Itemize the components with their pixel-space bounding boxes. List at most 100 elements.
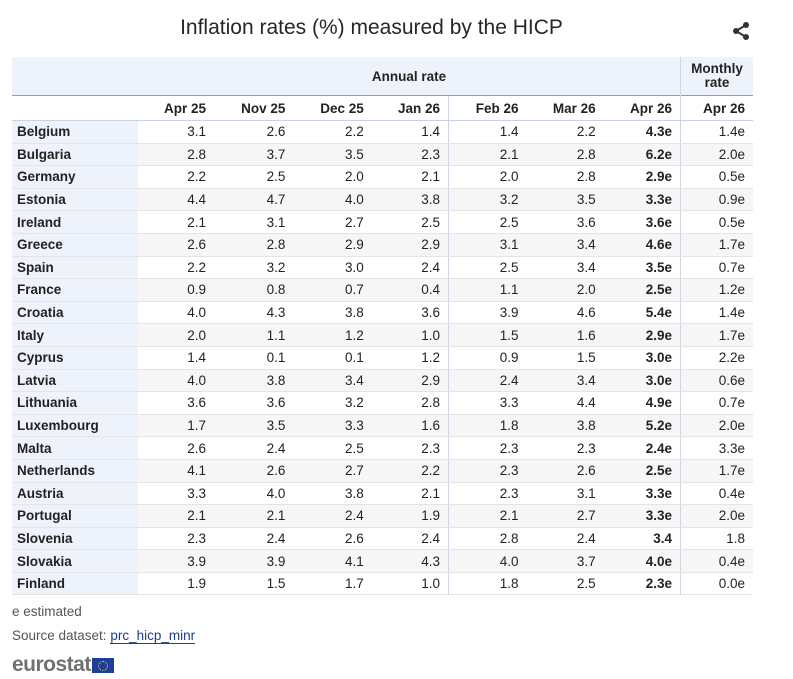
value-cell: 2.3: [526, 436, 604, 460]
value-cell: 1.4e: [680, 120, 753, 144]
value-cell: 1.7e: [680, 323, 753, 347]
value-cell: 3.4: [526, 256, 604, 280]
table-row: Ireland 2.1 3.1 2.7 2.5 2.5 3.6 3.6e 0.5e: [12, 210, 753, 234]
value-cell: 4.1: [293, 549, 372, 573]
value-cell: 0.6e: [680, 369, 753, 393]
value-cell: 2.4: [371, 256, 449, 280]
estimated-note: e estimated: [12, 604, 82, 619]
value-cell: 2.3e: [603, 572, 681, 596]
value-cell: 0.1: [214, 346, 294, 370]
country-cell: Croatia: [12, 301, 138, 325]
value-cell: 2.1: [371, 482, 449, 506]
column-header: Dec 25: [293, 95, 372, 121]
country-cell: Estonia: [12, 188, 138, 212]
country-cell: France: [12, 278, 138, 302]
value-cell: 3.8: [214, 369, 294, 393]
value-cell: 2.1: [371, 165, 449, 189]
value-cell: 3.6e: [603, 210, 681, 234]
value-cell: 0.8: [214, 278, 294, 302]
value-cell: 2.7: [293, 459, 372, 483]
value-cell: 2.5e: [603, 459, 681, 483]
table-row: Croatia 4.0 4.3 3.8 3.6 3.9 4.6 5.4e 1.4e: [12, 301, 753, 325]
value-cell: 3.2: [214, 256, 294, 280]
value-cell: 2.0e: [680, 414, 753, 438]
value-cell: 2.0: [138, 323, 215, 347]
column-header: Mar 26: [526, 95, 604, 121]
country-cell: Slovakia: [12, 549, 138, 573]
share-icon[interactable]: [730, 20, 752, 42]
value-cell: 2.4: [448, 369, 527, 393]
value-cell: 1.1: [448, 278, 527, 302]
value-cell: 3.2: [293, 391, 372, 415]
value-cell: 2.1: [448, 504, 527, 528]
value-cell: 1.2: [293, 323, 372, 347]
value-cell: 3.1: [448, 233, 527, 257]
value-cell: 4.0: [138, 301, 215, 325]
value-cell: 2.5: [448, 210, 527, 234]
group-annual-rate: Annual rate: [138, 57, 681, 96]
value-cell: 2.2: [371, 459, 449, 483]
value-cell: 3.9: [138, 549, 215, 573]
value-cell: 2.1: [448, 143, 527, 167]
value-cell: 4.4: [526, 391, 604, 415]
value-cell: 1.6: [526, 323, 604, 347]
column-header: Apr 25: [138, 95, 215, 121]
table-row: Netherlands 4.1 2.6 2.7 2.2 2.3 2.6 2.5e 1.7e: [12, 459, 753, 483]
value-cell: 4.0: [448, 549, 527, 573]
value-cell: 3.9: [214, 549, 294, 573]
value-cell: 4.0e: [603, 549, 681, 573]
value-cell: 2.5: [293, 436, 372, 460]
value-cell: 6.2e: [603, 143, 681, 167]
value-cell: 2.3: [371, 143, 449, 167]
value-cell: 2.6: [138, 436, 215, 460]
value-cell: 3.3e: [680, 436, 753, 460]
value-cell: 3.6: [371, 301, 449, 325]
value-cell: 4.3: [214, 301, 294, 325]
column-header: Apr 26: [680, 95, 753, 121]
value-cell: 5.2e: [603, 414, 681, 438]
value-cell: 2.2e: [680, 346, 753, 370]
value-cell: 4.0: [138, 369, 215, 393]
value-cell: 4.7: [214, 188, 294, 212]
value-cell: 4.4: [138, 188, 215, 212]
value-cell: 2.3: [371, 436, 449, 460]
value-cell: 2.6: [214, 459, 294, 483]
value-cell: 2.7: [293, 210, 372, 234]
value-cell: 4.9e: [603, 391, 681, 415]
value-cell: 1.8: [680, 527, 753, 551]
value-cell: 1.0: [371, 572, 449, 596]
value-cell: 4.0: [214, 482, 294, 506]
country-cell: Austria: [12, 482, 138, 506]
table-row: Portugal 2.1 2.1 2.4 1.9 2.1 2.7 3.3e 2.0e: [12, 504, 753, 528]
value-cell: 2.1: [214, 504, 294, 528]
country-cell: Luxembourg: [12, 414, 138, 438]
source-link[interactable]: prc_hicp_minr: [110, 628, 196, 644]
value-cell: 2.5: [448, 256, 527, 280]
value-cell: 2.5: [526, 572, 604, 596]
value-cell: 2.0e: [680, 143, 753, 167]
value-cell: 3.5: [526, 188, 604, 212]
inflation-table: Annual rate Monthly rate Apr 25 Nov 25 Dec…: [12, 57, 753, 596]
country-cell: Portugal: [12, 504, 138, 528]
value-cell: 2.4e: [603, 436, 681, 460]
table-row: Greece 2.6 2.8 2.9 2.9 3.1 3.4 4.6e 1.7e: [12, 233, 753, 257]
value-cell: 0.5e: [680, 165, 753, 189]
value-cell: 1.4: [371, 120, 449, 144]
value-cell: 2.5e: [603, 278, 681, 302]
value-cell: 0.9: [448, 346, 527, 370]
value-cell: 3.8: [293, 301, 372, 325]
value-cell: 0.4e: [680, 482, 753, 506]
value-cell: 2.6: [293, 527, 372, 551]
value-cell: 1.8: [448, 414, 527, 438]
value-cell: 2.8: [526, 143, 604, 167]
country-cell: Latvia: [12, 369, 138, 393]
country-cell: Slovenia: [12, 527, 138, 551]
country-cell: Belgium: [12, 120, 138, 144]
value-cell: 3.6: [138, 391, 215, 415]
value-cell: 3.7: [214, 143, 294, 167]
value-cell: 2.9e: [603, 165, 681, 189]
value-cell: 3.2: [448, 188, 527, 212]
value-cell: 4.3e: [603, 120, 681, 144]
table-row: France 0.9 0.8 0.7 0.4 1.1 2.0 2.5e 1.2e: [12, 278, 753, 302]
value-cell: 1.5: [214, 572, 294, 596]
